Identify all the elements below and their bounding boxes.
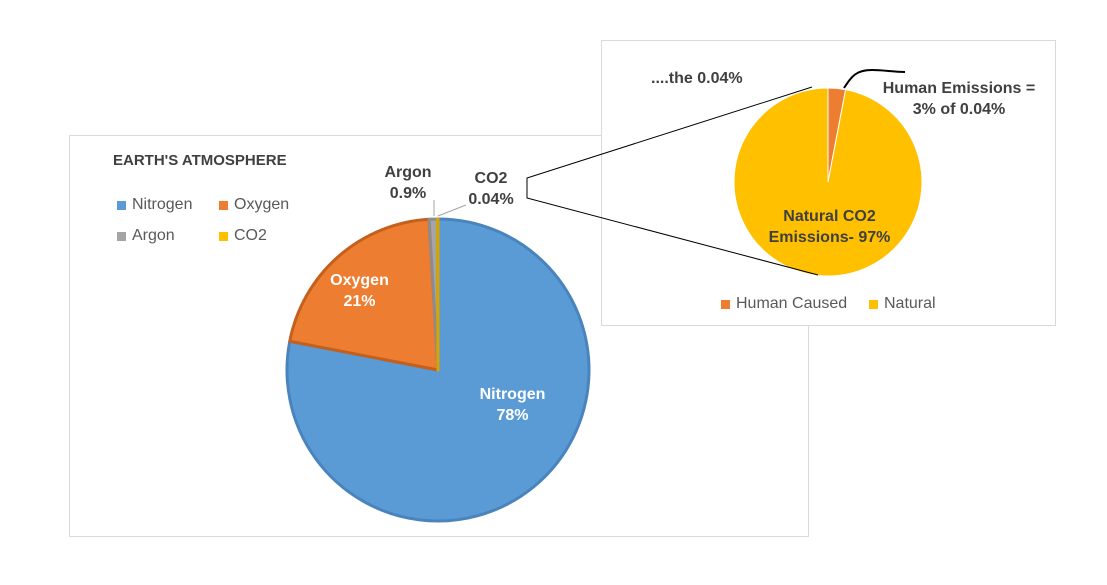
zoom-connector-lines	[526, 86, 819, 276]
legend-item-human-caused: Human Caused	[721, 295, 847, 313]
data-label-name: Oxygen	[330, 272, 389, 289]
legend-item-nitrogen: Nitrogen	[117, 196, 192, 214]
data-label-line: Emissions- 97%	[768, 229, 891, 246]
data-label-co2: CO2 0.04%	[461, 168, 521, 210]
data-label-value: 0.04%	[468, 191, 514, 208]
zoom-connector	[526, 86, 819, 276]
data-label-nitrogen: Nitrogen 78%	[470, 384, 555, 426]
legend-item-co2: CO2	[219, 227, 267, 245]
co2-pie	[733, 87, 923, 277]
legend-swatch	[219, 200, 228, 210]
human-emissions-pointer	[843, 68, 906, 89]
data-label-name: Argon	[384, 164, 432, 181]
data-label-value: 0.9%	[389, 185, 427, 202]
atmosphere-pie	[285, 217, 591, 523]
data-label-value: 78%	[496, 407, 529, 424]
pie-slice-oxygen	[288, 217, 440, 372]
legend-swatch	[117, 200, 126, 210]
co2-leader-line	[437, 204, 467, 217]
legend-item-natural: Natural	[869, 295, 936, 313]
legend-label: CO2	[234, 227, 267, 244]
data-label-line: Natural CO2	[783, 208, 876, 225]
legend-label: Oxygen	[234, 196, 290, 213]
legend-item-oxygen: Oxygen	[219, 196, 289, 214]
data-label-line: Human Emissions =	[882, 80, 1036, 97]
legend-item-argon: Argon	[117, 227, 175, 245]
legend-label: Natural	[884, 295, 936, 312]
data-label-human-emissions: Human Emissions = 3% of 0.04%	[874, 78, 1044, 120]
legend-swatch	[219, 231, 228, 241]
data-label-argon: Argon 0.9%	[378, 162, 438, 204]
data-label-natural-emissions: Natural CO2 Emissions- 97%	[762, 206, 897, 248]
data-label-value: 21%	[343, 293, 376, 310]
data-label-oxygen: Oxygen 21%	[322, 270, 397, 312]
data-label-name: CO2	[474, 170, 508, 187]
chart-title: EARTH'S ATMOSPHERE	[113, 152, 287, 169]
data-label-line: 3% of 0.04%	[912, 101, 1006, 118]
legend-label: Nitrogen	[132, 196, 193, 213]
legend-label: Argon	[132, 227, 175, 244]
legend-swatch	[117, 231, 126, 241]
legend-swatch	[869, 299, 878, 309]
pie-slice-natural	[733, 87, 923, 277]
zoom-annotation: ....the 0.04%	[651, 70, 743, 87]
legend-label: Human Caused	[736, 295, 848, 312]
legend-swatch	[721, 299, 730, 309]
data-label-name: Nitrogen	[479, 386, 546, 403]
pie-slice-nitrogen	[285, 217, 591, 523]
